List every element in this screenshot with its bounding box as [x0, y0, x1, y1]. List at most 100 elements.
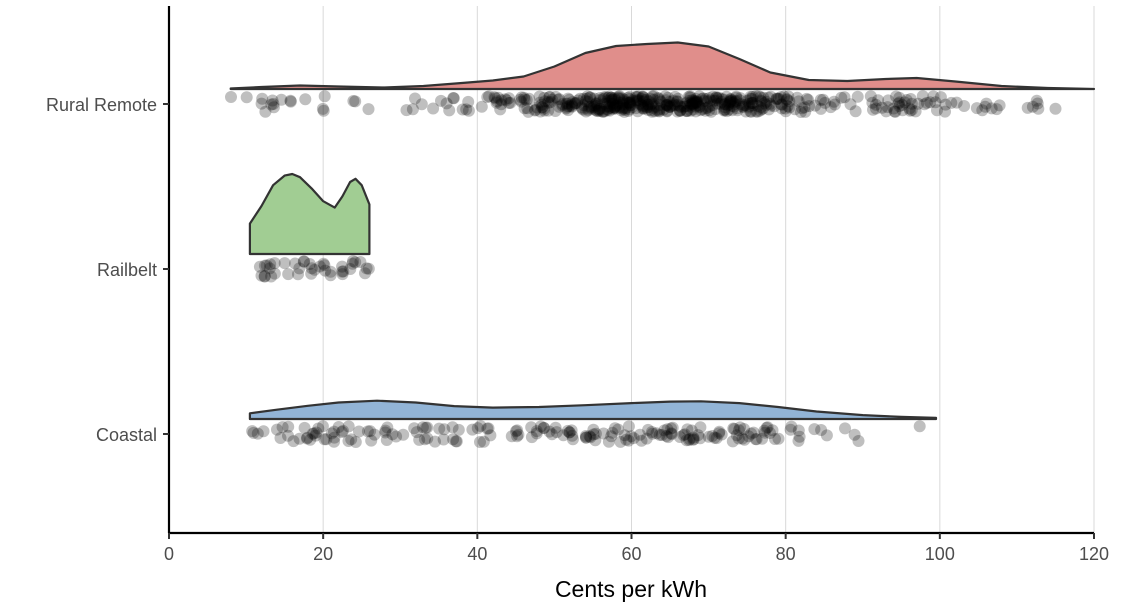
data-point-coastal [361, 425, 374, 438]
data-point-coastal [525, 431, 538, 444]
data-point-rural-remote [563, 93, 576, 106]
data-point-railbelt [268, 267, 281, 280]
data-point-rural-remote [920, 96, 933, 109]
data-point-coastal [452, 423, 465, 436]
data-point-coastal [561, 424, 574, 437]
data-point-rural-remote [705, 105, 718, 118]
data-point-coastal [246, 425, 259, 438]
data-point-rural-remote [773, 92, 785, 105]
data-point-rural-remote [645, 97, 658, 110]
data-point-rural-remote [494, 103, 507, 116]
data-point-railbelt [359, 267, 371, 280]
data-point-railbelt [293, 262, 306, 275]
data-point-rural-remote [701, 101, 714, 114]
data-point-rural-remote [909, 105, 922, 118]
data-point-coastal [304, 433, 317, 446]
data-point-rural-remote [703, 92, 716, 105]
data-point-coastal [584, 431, 597, 444]
data-point-rural-remote [641, 98, 654, 111]
data-point-coastal [784, 423, 797, 436]
data-point-coastal [447, 433, 460, 446]
data-point-coastal [658, 424, 671, 437]
data-point-coastal [642, 423, 655, 436]
data-point-coastal [301, 431, 314, 444]
data-point-rural-remote [637, 91, 650, 104]
data-point-rural-remote [689, 95, 702, 108]
data-point-coastal [325, 427, 338, 440]
data-point-rural-remote [828, 95, 840, 108]
data-point-rural-remote [651, 104, 664, 117]
data-point-rural-remote [647, 90, 660, 102]
data-point-rural-remote [653, 99, 666, 111]
data-point-rural-remote [679, 97, 692, 110]
data-point-rural-remote [733, 94, 746, 107]
data-point-coastal [666, 421, 679, 434]
data-point-coastal [335, 426, 348, 438]
data-point-rural-remote [751, 100, 764, 112]
data-point-rural-remote [531, 101, 544, 114]
data-point-rural-remote [571, 94, 584, 107]
data-point-rural-remote [695, 92, 708, 105]
data-point-rural-remote [765, 99, 777, 112]
data-point-rural-remote [646, 90, 659, 103]
data-point-rural-remote [743, 97, 756, 110]
data-point-rural-remote [566, 100, 578, 113]
data-point-rural-remote [690, 96, 703, 109]
data-point-rural-remote [742, 101, 755, 114]
data-point-rural-remote [641, 103, 654, 116]
data-point-coastal [418, 433, 431, 446]
data-point-rural-remote [683, 94, 696, 107]
data-point-coastal [293, 432, 306, 445]
data-point-rural-remote [749, 90, 762, 103]
data-point-coastal [710, 432, 723, 445]
data-point-coastal [662, 431, 675, 444]
data-point-coastal [614, 435, 627, 448]
data-point-rural-remote [544, 96, 557, 108]
data-point-rural-remote [645, 104, 658, 117]
data-point-rural-remote [641, 101, 653, 114]
data-point-rural-remote [625, 101, 638, 114]
data-point-rural-remote [1021, 101, 1034, 114]
data-point-rural-remote [1026, 100, 1039, 113]
data-point-coastal [287, 435, 300, 448]
data-point-rural-remote [546, 93, 559, 106]
data-point-coastal [421, 421, 434, 434]
data-point-rural-remote [851, 90, 864, 103]
data-point-coastal [580, 431, 593, 444]
data-point-rural-remote [754, 94, 767, 107]
data-point-rural-remote [668, 99, 681, 112]
data-point-coastal [660, 430, 673, 442]
data-point-coastal [694, 421, 707, 434]
data-point-coastal [758, 424, 771, 437]
data-point-rural-remote [674, 100, 687, 113]
data-point-rural-remote [549, 90, 562, 103]
data-point-coastal [792, 424, 805, 437]
data-point-rural-remote [757, 91, 770, 104]
data-point-rural-remote [593, 102, 606, 115]
data-point-rural-remote [631, 94, 644, 107]
data-point-rural-remote [724, 95, 737, 108]
data-point-rural-remote [870, 102, 882, 115]
data-point-rural-remote [674, 104, 687, 117]
data-point-rural-remote [693, 90, 706, 103]
data-point-railbelt [258, 259, 271, 272]
data-point-rural-remote [409, 92, 421, 105]
data-point-rural-remote [518, 93, 531, 106]
data-point-rural-remote [844, 98, 857, 111]
data-point-coastal [247, 426, 260, 439]
data-point-rural-remote [637, 99, 650, 112]
data-point-rural-remote [623, 90, 636, 103]
data-point-rural-remote [876, 101, 888, 114]
data-point-coastal [677, 429, 690, 442]
data-point-coastal [328, 425, 340, 438]
data-point-rural-remote [799, 105, 812, 118]
data-point-rural-remote [888, 105, 901, 118]
data-point-rural-remote [686, 95, 699, 107]
data-point-rural-remote [671, 105, 684, 118]
data-point-rural-remote [703, 104, 716, 117]
data-point-rural-remote [645, 98, 658, 111]
data-point-rural-remote [757, 102, 770, 115]
data-point-rural-remote [265, 98, 278, 111]
x-axis: 0 20 40 60 80 100 120 [164, 531, 1109, 564]
data-point-rural-remote [627, 94, 639, 107]
